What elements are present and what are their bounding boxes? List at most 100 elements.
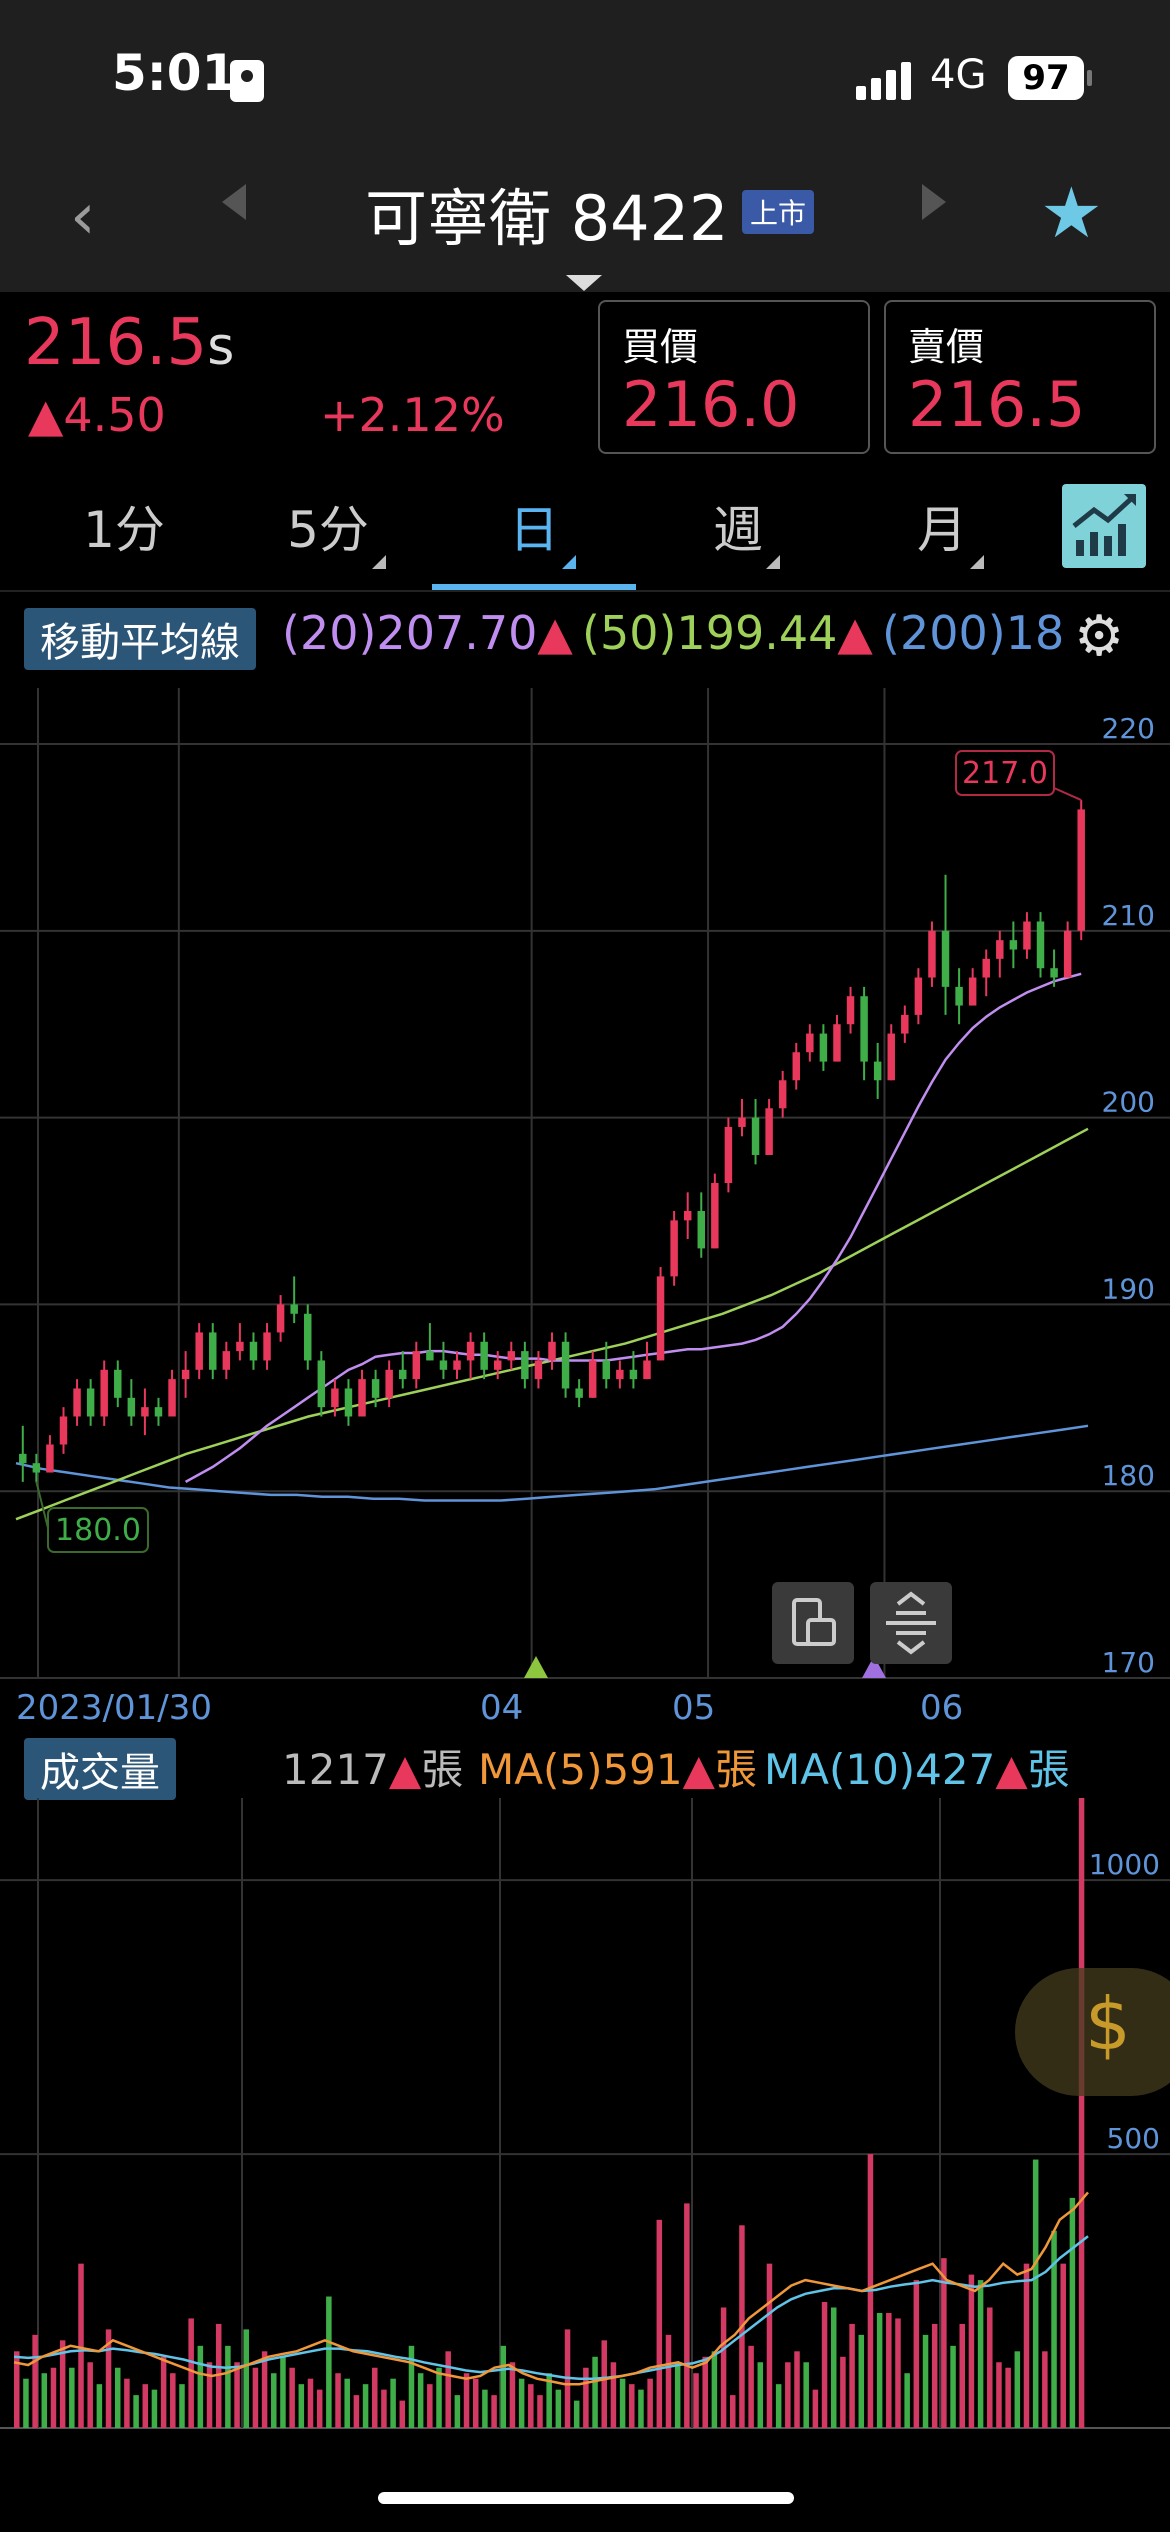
ma200-line [15, 1424, 1089, 1502]
tab-week[interactable]: 週 [713, 501, 763, 559]
candle-body [955, 986, 963, 1006]
ma50-value: (50)199.44▲ [582, 606, 873, 660]
candle-body [1009, 940, 1018, 950]
active-tab-indicator [432, 584, 636, 590]
y-tick-label: 220 [1102, 712, 1155, 745]
candle-body [738, 1117, 746, 1127]
candle-body [846, 996, 855, 1025]
volume-bar [206, 2362, 213, 2428]
candle-body [480, 1341, 488, 1370]
x-tick-label: 2023/01/30 [16, 1688, 212, 1728]
volume-bar [840, 2356, 846, 2428]
tab-month[interactable]: 月 [917, 501, 967, 559]
volume-bar [151, 2389, 158, 2428]
gear-icon[interactable]: ⚙ [1074, 604, 1125, 669]
volume-bar [592, 2356, 598, 2428]
volume-bar [427, 2384, 433, 2428]
candle-body [819, 1033, 828, 1062]
candle-body [1023, 921, 1031, 950]
compress-chart-button[interactable] [870, 1582, 952, 1664]
bid-box[interactable]: 買價 216.0 [598, 300, 870, 454]
high-annotation-label: 217.0 [962, 756, 1048, 791]
candle [521, 1341, 529, 1389]
candle [344, 1379, 353, 1426]
volume-bar [1078, 1798, 1085, 2428]
candle-body [588, 1360, 597, 1398]
candle-body [168, 1379, 176, 1417]
signal-icon [856, 60, 916, 100]
ma200-value: (200)183 [882, 606, 1062, 660]
candle-body [304, 1313, 312, 1361]
volume-bar [977, 2280, 984, 2428]
candle [154, 1397, 163, 1426]
volume-bar [941, 2258, 947, 2428]
volume-bar [197, 2345, 204, 2428]
dropdown-caret-icon[interactable] [566, 275, 602, 291]
y-tick-label: 180 [1102, 1459, 1155, 1492]
candle-body [724, 1126, 733, 1183]
coin-icon[interactable] [1015, 1968, 1170, 2096]
volume-bar [326, 2296, 332, 2428]
candle [195, 1323, 203, 1380]
volume-bar [1032, 2159, 1039, 2428]
volume-bar [610, 2362, 617, 2428]
rotate-screen-button[interactable] [772, 1582, 854, 1664]
candle [724, 1117, 733, 1193]
next-stock-icon[interactable] [922, 184, 946, 220]
price-change-percent: +2.12% [320, 388, 505, 442]
candle-body [548, 1341, 556, 1361]
volume-bar [1051, 2230, 1057, 2428]
volume-bar [344, 2378, 350, 2428]
chart-type-toggle[interactable] [1062, 484, 1146, 568]
candle [602, 1341, 611, 1389]
stock-title[interactable]: 可寧衛 8422 [365, 182, 729, 255]
candle [1050, 949, 1058, 987]
candle [656, 1267, 665, 1361]
candle [19, 1425, 27, 1482]
candle-body [127, 1397, 136, 1417]
candle [331, 1379, 339, 1417]
volume-bar [528, 2384, 534, 2428]
candle-body [711, 1183, 719, 1249]
ma-legend-label[interactable]: 移動平均線 [24, 608, 256, 670]
volume-bar [555, 2389, 562, 2428]
x-tick-label: 06 [920, 1688, 964, 1728]
volume-bar [133, 2395, 139, 2428]
volume-bar [124, 2378, 130, 2428]
tab-5min[interactable]: 5分 [287, 501, 369, 559]
candle-body [778, 1080, 787, 1109]
prev-stock-icon[interactable] [222, 184, 246, 220]
back-icon[interactable]: ‹ [70, 180, 96, 254]
tab-1min[interactable]: 1分 [83, 501, 165, 559]
bid-price: 216.0 [622, 368, 800, 441]
trend-chart-icon [1072, 494, 1136, 556]
price-chart[interactable]: 220 210 200 190 180 170 217.0 180.0 [0, 688, 1170, 1688]
candle-body [616, 1369, 624, 1380]
candle-body [1077, 809, 1085, 931]
ask-box[interactable]: 賣價 216.5 [884, 300, 1156, 454]
volume-bar [353, 2395, 360, 2428]
volume-bar [417, 2373, 424, 2428]
volume-bar [472, 2378, 479, 2428]
candle [141, 1388, 149, 1436]
candle-body [249, 1341, 258, 1361]
tab-day[interactable]: 日 [509, 501, 559, 559]
volume-legend-label[interactable]: 成交量 [24, 1738, 176, 1800]
candle-body [521, 1351, 529, 1380]
candle-body [358, 1379, 366, 1417]
favorite-star-icon[interactable]: ★ [1040, 172, 1103, 254]
candle-body [426, 1351, 434, 1361]
candle-body [561, 1341, 570, 1389]
candle [466, 1332, 475, 1380]
candle [670, 1211, 678, 1286]
network-type: 4G [930, 52, 987, 98]
volume-bar [69, 2367, 75, 2428]
volume-bar [509, 2362, 516, 2428]
volume-bar [674, 2362, 681, 2428]
candle [941, 874, 950, 1015]
candle-body [1063, 930, 1072, 978]
volume-bar [362, 2384, 369, 2428]
volume-bar [656, 2219, 663, 2428]
volume-chart[interactable]: 1000 500 [0, 1798, 1170, 2438]
candle-body [371, 1379, 380, 1398]
